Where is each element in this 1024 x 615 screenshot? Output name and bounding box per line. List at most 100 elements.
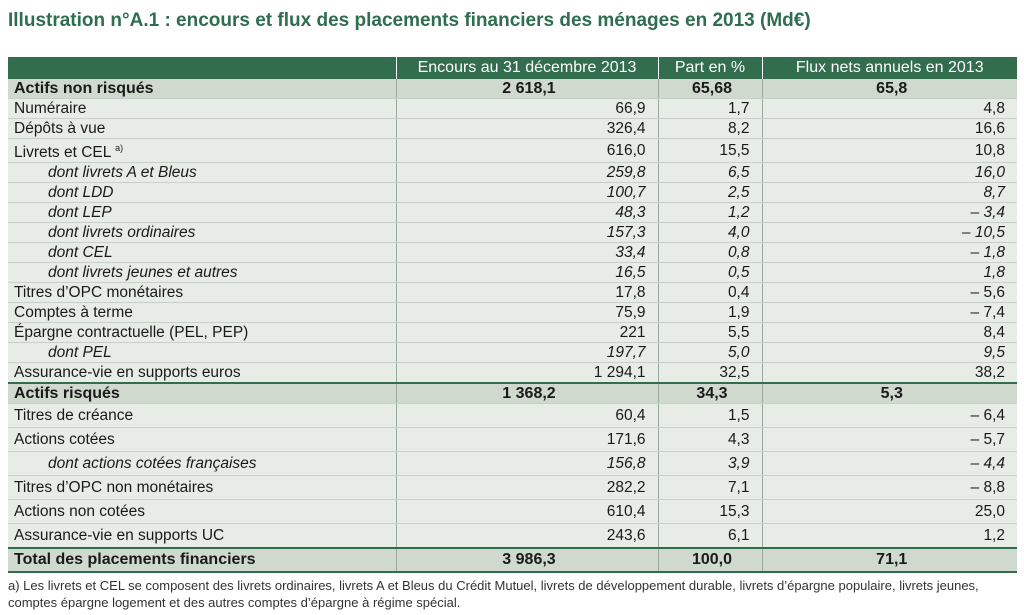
row-label: Épargne contractuelle (PEL, PEP) <box>8 322 396 343</box>
row-encours: 100,7 <box>395 182 658 203</box>
row-part: 15,3 <box>657 499 762 524</box>
table-row: Actions non cotées 610,4 15,3 25,0 <box>8 499 1017 524</box>
row-encours: 3 986,3 <box>395 547 658 573</box>
footnote-marker: a) <box>115 143 124 153</box>
header-encours: Encours au 31 décembre 2013 <box>395 57 658 79</box>
table-row: dont actions cotées françaises 156,8 3,9… <box>8 451 1017 476</box>
table-row: Assurance-vie en supports euros 1 294,1 … <box>8 362 1017 384</box>
table-row: Actions cotées 171,6 4,3 – 5,7 <box>8 427 1017 452</box>
row-encours: 171,6 <box>395 427 658 452</box>
row-part: 1,2 <box>657 202 762 223</box>
row-flux: – 6,4 <box>761 403 1017 428</box>
row-part: 15,5 <box>657 138 762 163</box>
row-flux: – 5,7 <box>761 427 1017 452</box>
row-label: Assurance-vie en supports euros <box>8 362 396 384</box>
row-encours: 156,8 <box>395 451 658 476</box>
row-part: 100,0 <box>657 547 762 573</box>
table-row: dont livrets jeunes et autres 16,5 0,5 1… <box>8 262 1017 283</box>
table-row: dont CEL 33,4 0,8 – 1,8 <box>8 242 1017 263</box>
row-encours: 1 368,2 <box>395 382 658 404</box>
row-label: Dépôts à vue <box>8 118 396 139</box>
row-encours: 16,5 <box>395 262 658 283</box>
row-encours: 75,9 <box>395 302 658 323</box>
row-part: 6,5 <box>657 162 762 183</box>
row-flux: – 5,6 <box>761 282 1017 303</box>
row-flux: 65,8 <box>761 79 1017 99</box>
row-part: 4,0 <box>657 222 762 243</box>
row-part: 4,3 <box>657 427 762 452</box>
row-part: 7,1 <box>657 475 762 500</box>
row-encours: 259,8 <box>395 162 658 183</box>
row-flux: 25,0 <box>761 499 1017 524</box>
row-flux: – 7,4 <box>761 302 1017 323</box>
row-label: dont LDD <box>8 182 396 203</box>
row-label: Livrets et CEL <box>14 144 111 161</box>
table-row: Actifs non risqués 2 618,1 65,68 65,8 <box>8 79 1017 99</box>
row-encours: 197,7 <box>395 342 658 363</box>
row-flux: – 10,5 <box>761 222 1017 243</box>
row-flux: 8,7 <box>761 182 1017 203</box>
row-encours: 33,4 <box>395 242 658 263</box>
row-label: Titres de créance <box>8 403 396 428</box>
row-part: 32,5 <box>657 362 762 384</box>
row-label: dont livrets A et Bleus <box>8 162 396 183</box>
row-part: 1,7 <box>657 98 762 119</box>
row-encours: 60,4 <box>395 403 658 428</box>
row-flux: 1,8 <box>761 262 1017 283</box>
table-row: Titres d’OPC non monétaires 282,2 7,1 – … <box>8 475 1017 500</box>
row-flux: 5,3 <box>761 382 1017 404</box>
table-row: Actifs risqués 1 368,2 34,3 5,3 <box>8 382 1017 404</box>
row-part: 1,9 <box>657 302 762 323</box>
table-row-total: Total des placements financiers 3 986,3 … <box>8 547 1017 573</box>
row-flux: – 8,8 <box>761 475 1017 500</box>
header-part: Part en % <box>657 57 762 79</box>
row-part: 6,1 <box>657 523 762 549</box>
row-part: 65,68 <box>657 79 762 99</box>
row-part: 8,2 <box>657 118 762 139</box>
table-header-row: Encours au 31 décembre 2013 Part en % Fl… <box>8 57 1017 79</box>
header-label <box>8 57 396 79</box>
row-part: 0,8 <box>657 242 762 263</box>
row-label: dont livrets ordinaires <box>8 222 396 243</box>
table-row: dont LEP 48,3 1,2 – 3,4 <box>8 202 1017 223</box>
row-part: 1,5 <box>657 403 762 428</box>
row-flux: 9,5 <box>761 342 1017 363</box>
row-encours: 610,4 <box>395 499 658 524</box>
row-label: Total des placements financiers <box>8 547 396 573</box>
row-encours: 48,3 <box>395 202 658 223</box>
row-part: 5,0 <box>657 342 762 363</box>
row-encours: 616,0 <box>395 138 658 163</box>
row-part: 2,5 <box>657 182 762 203</box>
table-row: Titres de créance 60,4 1,5 – 6,4 <box>8 403 1017 428</box>
placements-table: Encours au 31 décembre 2013 Part en % Fl… <box>8 57 1017 573</box>
table-row: dont PEL 197,7 5,0 9,5 <box>8 342 1017 363</box>
row-label: Actions non cotées <box>8 499 396 524</box>
table-row: dont livrets A et Bleus 259,8 6,5 16,0 <box>8 162 1017 183</box>
footnote: a) Les livrets et CEL se composent des l… <box>8 578 979 610</box>
row-label: Actifs non risqués <box>8 79 396 99</box>
row-encours: 66,9 <box>395 98 658 119</box>
row-flux: 1,2 <box>761 523 1017 549</box>
row-encours: 221 <box>395 322 658 343</box>
row-label-cell: Livrets et CEL a) <box>8 138 396 163</box>
row-encours: 326,4 <box>395 118 658 139</box>
row-label: Actions cotées <box>8 427 396 452</box>
header-flux: Flux nets annuels en 2013 <box>761 57 1017 79</box>
table-row: Assurance-vie en supports UC 243,6 6,1 1… <box>8 523 1017 549</box>
table-row: dont livrets ordinaires 157,3 4,0 – 10,5 <box>8 222 1017 243</box>
row-flux: 10,8 <box>761 138 1017 163</box>
row-part: 5,5 <box>657 322 762 343</box>
row-encours: 282,2 <box>395 475 658 500</box>
row-encours: 157,3 <box>395 222 658 243</box>
row-flux: 38,2 <box>761 362 1017 384</box>
row-part: 3,9 <box>657 451 762 476</box>
row-flux: 71,1 <box>761 547 1017 573</box>
row-flux: – 4,4 <box>761 451 1017 476</box>
row-flux: – 3,4 <box>761 202 1017 223</box>
table-row: Épargne contractuelle (PEL, PEP) 221 5,5… <box>8 322 1017 343</box>
table-row: Dépôts à vue 326,4 8,2 16,6 <box>8 118 1017 139</box>
row-label: Comptes à terme <box>8 302 396 323</box>
row-encours: 243,6 <box>395 523 658 549</box>
page-title: Illustration n°A.1 : encours et flux des… <box>8 10 811 31</box>
table-row: Comptes à terme 75,9 1,9 – 7,4 <box>8 302 1017 323</box>
